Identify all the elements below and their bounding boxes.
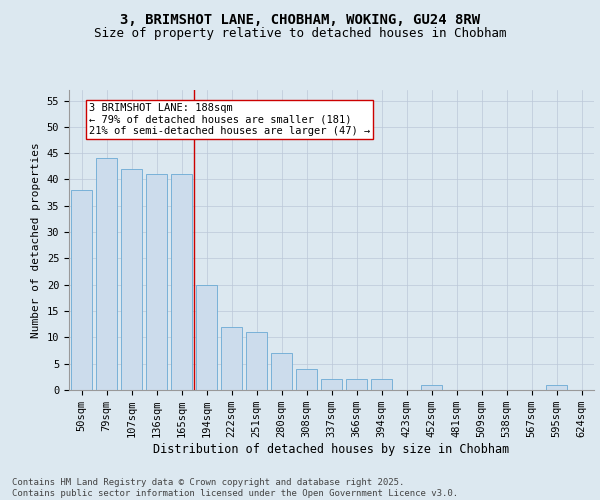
Bar [121, 169, 142, 390]
Text: 3 BRIMSHOT LANE: 188sqm
← 79% of detached houses are smaller (181)
21% of semi-d: 3 BRIMSHOT LANE: 188sqm ← 79% of detache… [89, 103, 370, 136]
Text: Size of property relative to detached houses in Chobham: Size of property relative to detached ho… [94, 28, 506, 40]
Bar [421, 384, 442, 390]
Bar [371, 380, 392, 390]
Bar [96, 158, 117, 390]
Bar [171, 174, 192, 390]
Bar [346, 380, 367, 390]
Bar [246, 332, 267, 390]
Bar [296, 369, 317, 390]
Bar [146, 174, 167, 390]
Bar [221, 327, 242, 390]
Bar [71, 190, 92, 390]
Bar [546, 384, 567, 390]
Text: Contains HM Land Registry data © Crown copyright and database right 2025.
Contai: Contains HM Land Registry data © Crown c… [12, 478, 458, 498]
X-axis label: Distribution of detached houses by size in Chobham: Distribution of detached houses by size … [154, 443, 509, 456]
Bar [321, 380, 342, 390]
Y-axis label: Number of detached properties: Number of detached properties [31, 142, 41, 338]
Bar [271, 353, 292, 390]
Text: 3, BRIMSHOT LANE, CHOBHAM, WOKING, GU24 8RW: 3, BRIMSHOT LANE, CHOBHAM, WOKING, GU24 … [120, 12, 480, 26]
Bar [196, 284, 217, 390]
